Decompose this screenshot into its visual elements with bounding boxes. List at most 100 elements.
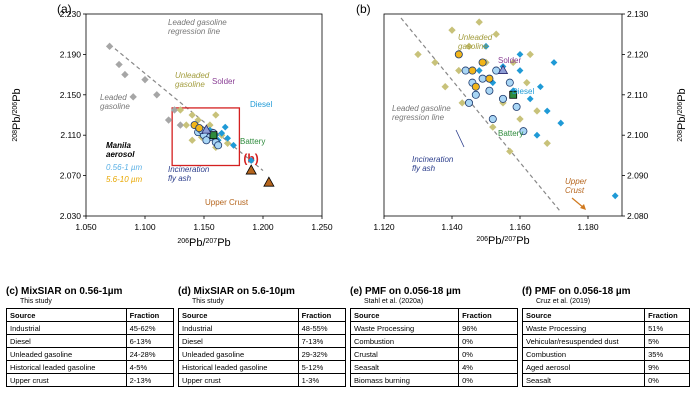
- fraction-cell: 4%: [458, 360, 518, 374]
- panel-a-inset-box: [171, 107, 241, 167]
- panel-a-ann-unleaded: Unleaded gasoline: [175, 71, 210, 89]
- panel-b-crust-arrow-head: [580, 204, 586, 210]
- panel-a-frame: [85, 13, 323, 217]
- header-fraction: Fraction: [297, 308, 347, 322]
- fraction-cell: 0%: [458, 347, 518, 361]
- source-cell: Unleaded gasoline: [178, 347, 299, 361]
- header-fraction: Fraction: [458, 308, 518, 322]
- unleaded-point-6: [212, 111, 220, 119]
- fraction-cell: 9%: [644, 360, 690, 374]
- table-row: Seasalt 0%: [521, 373, 690, 387]
- panel-b-ann-regression: Leaded gasoline regression line: [392, 104, 451, 122]
- panel-b-ytick-label-2: 2.100: [627, 130, 649, 140]
- fraction-cell: 5%: [644, 334, 690, 348]
- panel-b-ytick-label-1: 2.090: [627, 171, 649, 181]
- fine-point-6: [471, 90, 480, 99]
- unleaded-point-1: [188, 111, 196, 119]
- panel-a-ytick-label-1: 2.070: [60, 171, 82, 181]
- panel-b-xtick-label-2: 1.160: [509, 222, 531, 232]
- table-title-unit: µm: [280, 286, 295, 297]
- fine-point-8: [512, 102, 521, 111]
- diesel-point-9: [533, 131, 541, 139]
- panel-a-ann-fine: 0.56-1 µm: [106, 163, 143, 172]
- coarse-point-4: [471, 82, 480, 91]
- table-title-text: (f) PMF on 0.056-18: [522, 286, 614, 297]
- unleaded-point-18: [475, 18, 483, 26]
- panel-b-series-diesel: [475, 42, 619, 200]
- panel-a-ann-solder: Solder: [212, 77, 235, 86]
- unleaded-point-2: [448, 26, 456, 34]
- panel-a-series-leaded: [105, 42, 185, 129]
- fraction-cell: 0%: [458, 334, 518, 348]
- unleaded-point-17: [441, 83, 449, 91]
- table-title-text: (c) MixSIAR on 0.56-1: [6, 286, 108, 297]
- table-title-text: (d) MixSIAR on 5.6-10: [178, 286, 281, 297]
- panel-a-series-coarse: [190, 121, 204, 133]
- fraction-cell: 24-28%: [125, 347, 175, 361]
- coarse-point-0: [454, 50, 463, 59]
- diesel-point-8: [550, 59, 558, 66]
- fine-point-0: [461, 66, 470, 75]
- source-cell: Waste Processing: [349, 321, 460, 335]
- panel-b-ytick-label-0: 2.080: [627, 211, 649, 221]
- table-title-unit: µm: [613, 286, 631, 297]
- source-cell: Historical leaded gasoline: [6, 360, 127, 374]
- table-row: Aged aerosol 9%: [521, 360, 690, 374]
- diesel-point-6: [221, 123, 229, 131]
- panel-b-xtick-label-3: 1.180: [577, 222, 599, 232]
- fraction-cell: 45-62%: [125, 321, 175, 335]
- panel-b-xtick-label-1: 1.140: [441, 222, 463, 232]
- table-row: Diesel 7-13%: [178, 334, 347, 348]
- panel-b-series-unleaded: [414, 18, 551, 156]
- unleaded-point-9: [223, 139, 232, 147]
- source-cell: Vehicular/resuspended dust: [521, 334, 646, 348]
- panel-b-ann-unleaded: Unleaded gasoline: [458, 33, 493, 51]
- leaded-point-7: [176, 121, 185, 129]
- table-header-row: Source Fraction: [178, 308, 347, 322]
- table-grid: Source Fraction Industrial 48-55% Diesel 7-13…: [178, 308, 347, 387]
- panel-b: (b) 1.120 1.140 1.160 1.180 2.080 2.090 2.100 2.…: [356, 2, 649, 232]
- panel-a-xtick-label-4: 1.250: [311, 222, 333, 232]
- fraction-cell: 5-12%: [297, 360, 347, 374]
- table-title-unit: µm: [107, 286, 123, 297]
- panel-b-ann-battery: Battery: [498, 129, 523, 138]
- table-subtitle: Cruz et al. (2019): [536, 298, 591, 305]
- panel-a-ann-incineration: Incineration fly ash: [168, 165, 210, 183]
- source-cell: Seasalt: [521, 373, 646, 387]
- source-cell: Combustion: [521, 347, 646, 361]
- source-cell: Diesel: [178, 334, 299, 348]
- source-cell: Biomass burning: [349, 373, 460, 387]
- fraction-cell: 29-32%: [297, 347, 347, 361]
- panel-b-ann-diesel: Diesel: [512, 87, 534, 96]
- panel-b-xtick-label-0: 1.120: [373, 222, 395, 232]
- coarse-point-1: [195, 124, 204, 133]
- leaded-point-3: [141, 75, 149, 84]
- panel-a-xtick-label-0: 1.050: [75, 222, 97, 232]
- panel-a-xtick-label-3: 1.200: [252, 222, 274, 232]
- panel-a-ann-battery: Battery: [240, 137, 265, 146]
- table-row: Unleaded gasoline 24-28%: [6, 347, 175, 361]
- table-title-unit: µm: [443, 286, 461, 297]
- panel-b-ytick-label-5: 2.130: [627, 9, 649, 19]
- table-f: (f) PMF on 0.056-18 µm Cruz et al. (2019)…: [521, 286, 690, 387]
- table-title-text: (e) PMF on 0.056-18: [350, 286, 444, 297]
- unleaded-point-3: [182, 121, 190, 129]
- coarse-point-2: [478, 58, 487, 67]
- table-title: (e) PMF on 0.056-18 µm: [350, 286, 518, 297]
- diesel-point-10: [557, 119, 565, 127]
- panel-b-ann-solder: Solder: [498, 56, 521, 65]
- header-source: Source: [6, 308, 127, 322]
- fraction-cell: 2-13%: [125, 373, 175, 387]
- battery-point-0: [209, 131, 218, 140]
- header-fraction: Fraction: [644, 308, 690, 322]
- unleaded-point-11: [523, 79, 531, 87]
- panel-b-xlabel: 206Pb/207Pb: [476, 235, 529, 247]
- leaded-point-8: [164, 116, 173, 124]
- source-cell: Unleaded gasoline: [6, 347, 127, 361]
- fraction-cell: 0%: [458, 373, 518, 387]
- unleaded-point-12: [533, 107, 541, 115]
- fine-point-9: [488, 115, 497, 124]
- panel-a-series-solder: [201, 124, 212, 134]
- panel-a-ylabel: 208Pb/206Pb: [11, 88, 23, 141]
- table-row: Vehicular/resuspended dust 5%: [521, 334, 690, 348]
